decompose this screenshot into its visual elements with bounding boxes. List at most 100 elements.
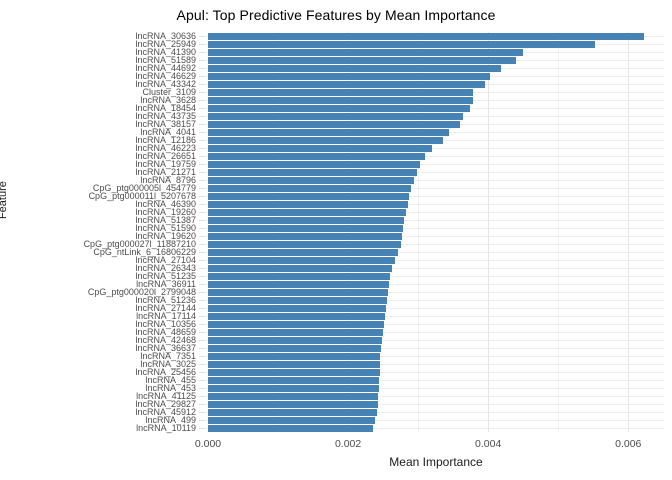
- y-tick-mark: [199, 52, 206, 53]
- y-gridline: [208, 244, 664, 245]
- bar-lncRNA_51236: [208, 296, 388, 304]
- y-tick-label: lncRNA_3025: [140, 359, 196, 369]
- bar-lncRNA_19260: [208, 208, 406, 216]
- x-tick-label: 0.002: [334, 438, 362, 450]
- y-tick-label: lncRNA_51589: [135, 55, 196, 65]
- y-gridline: [208, 428, 664, 429]
- y-gridline: [208, 404, 664, 405]
- y-tick-mark: [199, 132, 206, 133]
- y-tick-mark: [199, 100, 206, 101]
- y-tick-label: lncRNA_455: [145, 375, 196, 385]
- y-tick-mark: [199, 140, 206, 141]
- x-tick-label: 0.006: [615, 438, 642, 450]
- y-tick-mark: [199, 252, 206, 253]
- y-tick-label: lncRNA_21271: [135, 167, 196, 177]
- bar-lncRNA_17114: [208, 312, 386, 320]
- y-gridline: [208, 340, 664, 341]
- y-gridline: [208, 236, 664, 237]
- bar-lncRNA_46629: [208, 72, 491, 80]
- y-tick-label: lncRNA_27104: [135, 255, 196, 265]
- x-axis-title: Mean Importance: [389, 455, 483, 469]
- y-gridline: [208, 228, 664, 229]
- y-gridline: [208, 324, 664, 325]
- y-tick-label: CpG_ptg000005l_454779: [92, 183, 196, 193]
- bar-lncRNA_51590: [208, 224, 403, 232]
- y-gridline: [208, 388, 664, 389]
- y-tick-label: lncRNA_8796: [140, 175, 196, 185]
- bar-CpG_ntLink_6_16806229: [208, 248, 398, 256]
- y-tick-label: lncRNA_25456: [135, 367, 196, 377]
- bar-Cluster_3109: [208, 88, 474, 96]
- y-tick-label: CpG_ptg000011l_5207678: [88, 191, 196, 201]
- y-tick-label: lncRNA_26651: [135, 151, 196, 161]
- y-tick-mark: [199, 204, 206, 205]
- bar-lncRNA_43342: [208, 80, 485, 88]
- bar-lncRNA_46223: [208, 144, 433, 152]
- y-tick-mark: [199, 76, 206, 77]
- y-gridline: [208, 412, 664, 413]
- x-minor-gridline: [418, 32, 420, 432]
- bar-lncRNA_41390: [208, 48, 524, 56]
- y-gridline: [208, 348, 664, 349]
- bar-lncRNA_3628: [208, 96, 473, 104]
- bar-lncRNA_8796: [208, 176, 414, 184]
- y-gridline: [208, 308, 664, 309]
- y-tick-label: lncRNA_46390: [135, 199, 196, 209]
- bar-CpG_ptg000020l_2799048: [208, 288, 389, 296]
- bar-lncRNA_48659: [208, 328, 384, 336]
- bar-lncRNA_45912: [208, 408, 377, 416]
- y-gridline: [208, 316, 664, 317]
- y-tick-label: lncRNA_44692: [135, 63, 196, 73]
- y-gridline: [208, 212, 664, 213]
- bar-lncRNA_3025: [208, 360, 381, 368]
- y-tick-mark: [199, 412, 206, 413]
- y-tick-mark: [199, 428, 206, 429]
- y-tick-mark: [199, 244, 206, 245]
- y-tick-label: lncRNA_19620: [135, 231, 196, 241]
- y-tick-mark: [199, 292, 206, 293]
- y-tick-label: lncRNA_43342: [135, 79, 196, 89]
- y-tick-mark: [199, 380, 206, 381]
- bar-lncRNA_19759: [208, 160, 421, 168]
- bar-lncRNA_51589: [208, 56, 516, 64]
- y-tick-mark: [199, 196, 206, 197]
- y-gridline: [208, 188, 664, 189]
- y-tick-label: lncRNA_12186: [135, 135, 196, 145]
- bar-lncRNA_51235: [208, 272, 391, 280]
- y-tick-mark: [199, 332, 206, 333]
- y-tick-mark: [199, 68, 206, 69]
- bar-lncRNA_18454: [208, 104, 470, 112]
- y-tick-mark: [199, 156, 206, 157]
- y-gridline: [208, 356, 664, 357]
- bar-lncRNA_4041: [208, 128, 449, 136]
- y-tick-mark: [199, 124, 206, 125]
- bar-lncRNA_42468: [208, 336, 383, 344]
- y-tick-label: lncRNA_7351: [140, 351, 196, 361]
- bar-lncRNA_19620: [208, 232, 403, 240]
- y-tick-label: lncRNA_19260: [135, 207, 196, 217]
- bar-lncRNA_26651: [208, 152, 426, 160]
- y-tick-mark: [199, 228, 206, 229]
- bar-lncRNA_44692: [208, 64, 501, 72]
- bar-lncRNA_41125: [208, 392, 379, 400]
- y-tick-mark: [199, 172, 206, 173]
- y-tick-label: CpG_ntLink_6_16806229: [93, 247, 196, 257]
- y-tick-label: lncRNA_4041: [140, 127, 196, 137]
- y-tick-mark: [199, 180, 206, 181]
- y-gridline: [208, 300, 664, 301]
- y-tick-label: lncRNA_41125: [136, 391, 196, 401]
- y-tick-label: lncRNA_18454: [135, 103, 196, 113]
- bar-lncRNA_46390: [208, 200, 408, 208]
- y-tick-label: lncRNA_46629: [135, 71, 196, 81]
- y-gridline: [208, 172, 664, 173]
- chart-title: Apul: Top Predictive Features by Mean Im…: [176, 7, 496, 23]
- bar-lncRNA_10119: [208, 424, 374, 432]
- y-tick-label: lncRNA_38157: [135, 119, 196, 129]
- y-tick-mark: [199, 268, 206, 269]
- y-tick-mark: [199, 148, 206, 149]
- y-tick-label: lncRNA_3628: [140, 95, 196, 105]
- bar-lncRNA_29827: [208, 400, 378, 408]
- y-tick-mark: [199, 340, 206, 341]
- y-tick-mark: [199, 36, 206, 37]
- y-tick-mark: [199, 92, 206, 93]
